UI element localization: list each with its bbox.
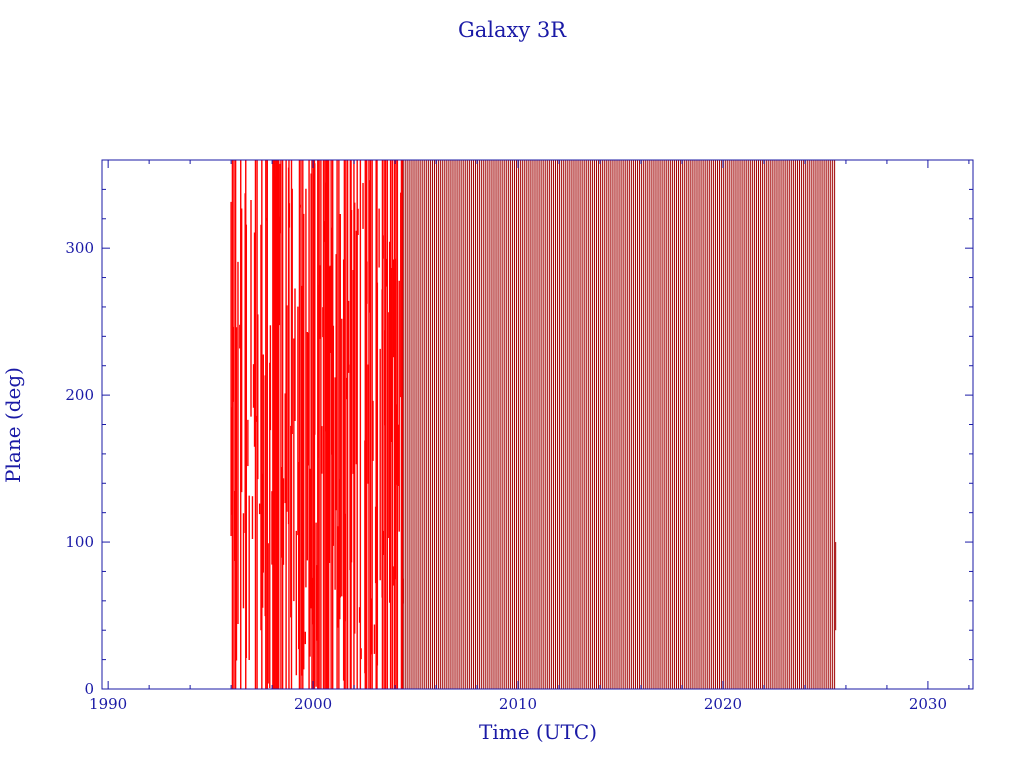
y-tick-label: 100 — [65, 533, 94, 551]
x-tick-label: 1990 — [89, 695, 127, 713]
y-tick-label: 300 — [65, 239, 94, 257]
x-tick-label: 2030 — [909, 695, 947, 713]
series-layer — [230, 160, 837, 689]
tick-labels-layer: 1990 2000 2010 2020 2030 0 100 200 300 — [65, 239, 947, 713]
y-tick-label: 0 — [84, 680, 94, 698]
x-tick-label: 2000 — [294, 695, 332, 713]
ticks-layer — [102, 160, 973, 690]
x-axis-label: Time (UTC) — [479, 720, 597, 744]
chart-title: Galaxy 3R — [458, 18, 567, 42]
y-axis-label: Plane (deg) — [1, 367, 25, 483]
x-tick-label: 2020 — [704, 695, 742, 713]
y-tick-label: 200 — [65, 386, 94, 404]
x-tick-label: 2010 — [499, 695, 537, 713]
